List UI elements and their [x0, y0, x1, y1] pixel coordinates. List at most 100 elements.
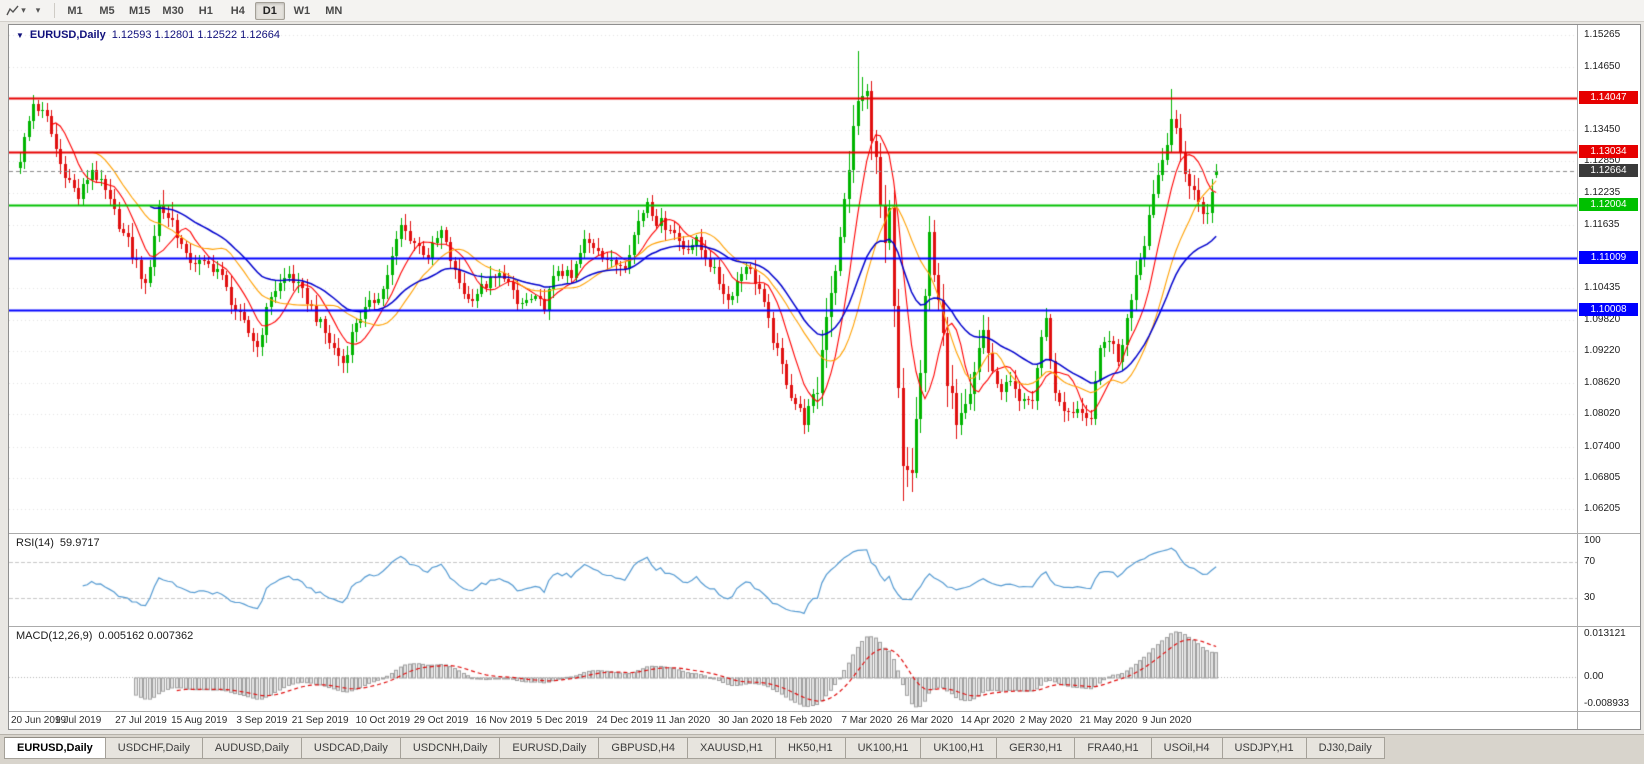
price-axis-label: 1.06805: [1584, 471, 1621, 483]
tab-usdcad-daily[interactable]: USDCAD,Daily: [301, 737, 401, 759]
timeframe-mn-button[interactable]: MN: [325, 4, 343, 17]
tab-dj30-daily[interactable]: DJ30,Daily: [1306, 737, 1385, 759]
date-axis-label: 24 Dec 2019: [596, 715, 654, 726]
toolbar-separator: [54, 3, 55, 18]
date-axis-label: 29 Oct 2019: [413, 715, 469, 726]
date-axis-label: 11 Jan 2020: [655, 715, 711, 726]
price-axis-label: 1.09820: [1584, 313, 1621, 325]
macd-axis-label: 0.00: [1584, 670, 1604, 682]
rsi-axis-label: 100: [1584, 535, 1601, 546]
price-axis-label: 1.14650: [1584, 60, 1621, 72]
price-axis-label: 1.06205: [1584, 503, 1621, 515]
date-axis-label: 14 Apr 2020: [960, 715, 1015, 726]
date-axis-label: 27 Jul 2019: [115, 715, 167, 726]
tab-uk100-h1[interactable]: UK100,H1: [921, 737, 998, 759]
price-axis-label: 1.09220: [1584, 345, 1621, 357]
price-axis[interactable]: 1.15265 1.14650 1.13450 1.12850 1.12235 1.116…: [1578, 25, 1640, 729]
date-axis-label: 5 Dec 2019: [536, 715, 588, 726]
pane-separator: [9, 711, 1640, 712]
timeframe-m1-button[interactable]: M1: [67, 4, 83, 17]
date-axis-label: 9 Jul 2019: [55, 715, 102, 726]
timeframes-dropdown-button[interactable]: ▾: [27, 1, 49, 21]
tab-eurusd-daily[interactable]: EURUSD,Daily: [500, 737, 600, 759]
tab-usdjpy-h1[interactable]: USDJPY,H1: [1222, 737, 1307, 759]
tab-hk50-h1[interactable]: HK50,H1: [775, 737, 846, 759]
price-axis-label: 1.13450: [1584, 123, 1621, 135]
rsi-indicator-label: RSI(14) 59.9717: [16, 537, 100, 549]
date-axis-label: 3 Sep 2019: [236, 715, 288, 726]
rsi-value: 59.9717: [59, 537, 100, 549]
chart-tabs-bar: EURUSD,Daily USDCHF,Daily AUDUSD,Daily USDC…: [0, 734, 1644, 764]
macd-axis-label: 0.013121: [1584, 628, 1626, 639]
chart-ohlc-values: 1.12593 1.12801 1.12522 1.12664: [111, 29, 280, 41]
price-axis-label: 1.10435: [1584, 281, 1621, 293]
date-axis-label: 21 May 2020: [1079, 715, 1138, 726]
resistance-line-2-badge: 1.13034: [1579, 144, 1638, 158]
time-axis[interactable]: 20 Jun 2019 9 Jul 2019 27 Jul 2019 15 Aug 2…: [9, 712, 1577, 729]
macd-axis-label: -0.008933: [1584, 698, 1630, 709]
date-axis-label: 18 Feb 2020: [775, 715, 833, 726]
tab-uk100-h1[interactable]: UK100,H1: [845, 737, 922, 759]
tab-gbpusd-h4[interactable]: GBPUSD,H4: [599, 737, 688, 759]
rsi-pane-canvas[interactable]: [9, 534, 1577, 626]
timeframe-h1-button[interactable]: H1: [198, 4, 213, 17]
tab-usoil-h4[interactable]: USOil,H4: [1151, 737, 1223, 759]
date-axis-label: 2 May 2020: [1019, 715, 1073, 726]
timeframe-w1-button[interactable]: W1: [293, 4, 311, 17]
timeframe-m5-button[interactable]: M5: [99, 4, 115, 17]
line-chart-icon: [6, 5, 19, 15]
date-axis-label: 26 Mar 2020: [896, 715, 954, 726]
price-axis-label: 1.15265: [1584, 28, 1621, 40]
tab-usdcnh-daily[interactable]: USDCNH,Daily: [400, 737, 501, 759]
date-axis-label: 15 Aug 2019: [171, 715, 228, 726]
timeframe-buttons: M1 M5 M15 M30 H1 H4 D1 W1 MN: [60, 1, 349, 20]
rsi-axis-label: 70: [1584, 555, 1596, 567]
tab-usdchf-daily[interactable]: USDCHF,Daily: [105, 737, 203, 759]
support-line-3-badge: 1.10008: [1579, 303, 1638, 316]
macd-indicator-label: MACD(12,26,9) 0.005162 0.007362: [16, 630, 193, 642]
price-axis-label: 1.12850: [1584, 155, 1621, 167]
macd-name: MACD(12,26,9): [16, 630, 93, 642]
support-line-2-badge: 1.11009: [1579, 250, 1638, 264]
tab-xauusd-h1[interactable]: XAUUSD,H1: [687, 737, 776, 759]
rsi-axis-label: 30: [1584, 592, 1596, 604]
date-axis-label: 16 Nov 2019: [475, 715, 533, 726]
tab-eurusd-daily[interactable]: EURUSD,Daily: [4, 737, 106, 759]
macd-pane-canvas[interactable]: [9, 627, 1577, 711]
price-axis-label: 1.07400: [1584, 440, 1621, 452]
pane-separator[interactable]: [9, 626, 1640, 627]
pane-separator[interactable]: [9, 533, 1640, 534]
date-axis-label: 7 Mar 2020: [841, 715, 893, 726]
timeframe-h4-button[interactable]: H4: [230, 4, 245, 17]
tab-audusd-daily[interactable]: AUDUSD,Daily: [202, 737, 302, 759]
symbol-dropdown-icon[interactable]: ▼: [16, 30, 24, 40]
support-line-1-badge: 1.12004: [1579, 198, 1638, 212]
date-axis-label: 9 Jun 2020: [1142, 715, 1192, 726]
price-axis-label: 1.12235: [1584, 187, 1621, 199]
top-toolbar: ▾ ▾ M1 M5 M15 M30 H1 H4 D1 W1 MN: [0, 0, 1644, 22]
chart-region: ▼ EURUSD,Daily 1.12593 1.12801 1.12522 1…: [8, 24, 1641, 730]
timeframe-m30-button[interactable]: M30: [162, 4, 184, 17]
tab-ger30-h1[interactable]: GER30,H1: [997, 737, 1076, 759]
resistance-line-1-badge: 1.14047: [1579, 91, 1638, 105]
timeframe-m15-button[interactable]: M15: [129, 4, 151, 17]
price-axis-label: 1.08620: [1584, 376, 1621, 388]
chart-type-button[interactable]: ▾: [5, 1, 27, 21]
macd-values: 0.005162 0.007362: [98, 630, 194, 642]
rsi-name: RSI(14): [16, 537, 54, 549]
tab-fra40-h1[interactable]: FRA40,H1: [1075, 737, 1152, 759]
price-axis-label: 1.11635: [1584, 218, 1620, 230]
date-axis-label: 10 Oct 2019: [355, 715, 411, 726]
price-axis-label: 1.08020: [1584, 408, 1621, 420]
chart-title: ▼ EURUSD,Daily 1.12593 1.12801 1.12522 1…: [16, 29, 280, 41]
chevron-down-icon: ▾: [21, 5, 26, 15]
chevron-down-icon: ▾: [35, 5, 41, 15]
chart-symbol-label: EURUSD,Daily: [29, 29, 106, 41]
date-axis-label: 20 Jun 2019: [11, 715, 67, 726]
timeframe-d1-button[interactable]: D1: [254, 1, 285, 20]
price-chart-canvas[interactable]: [9, 25, 1577, 533]
axis-separator: [1577, 25, 1578, 729]
date-axis-label: 21 Sep 2019: [291, 715, 349, 726]
date-axis-label: 30 Jan 2020: [718, 715, 774, 726]
current-price-line-badge: 1.12664: [1579, 163, 1638, 177]
